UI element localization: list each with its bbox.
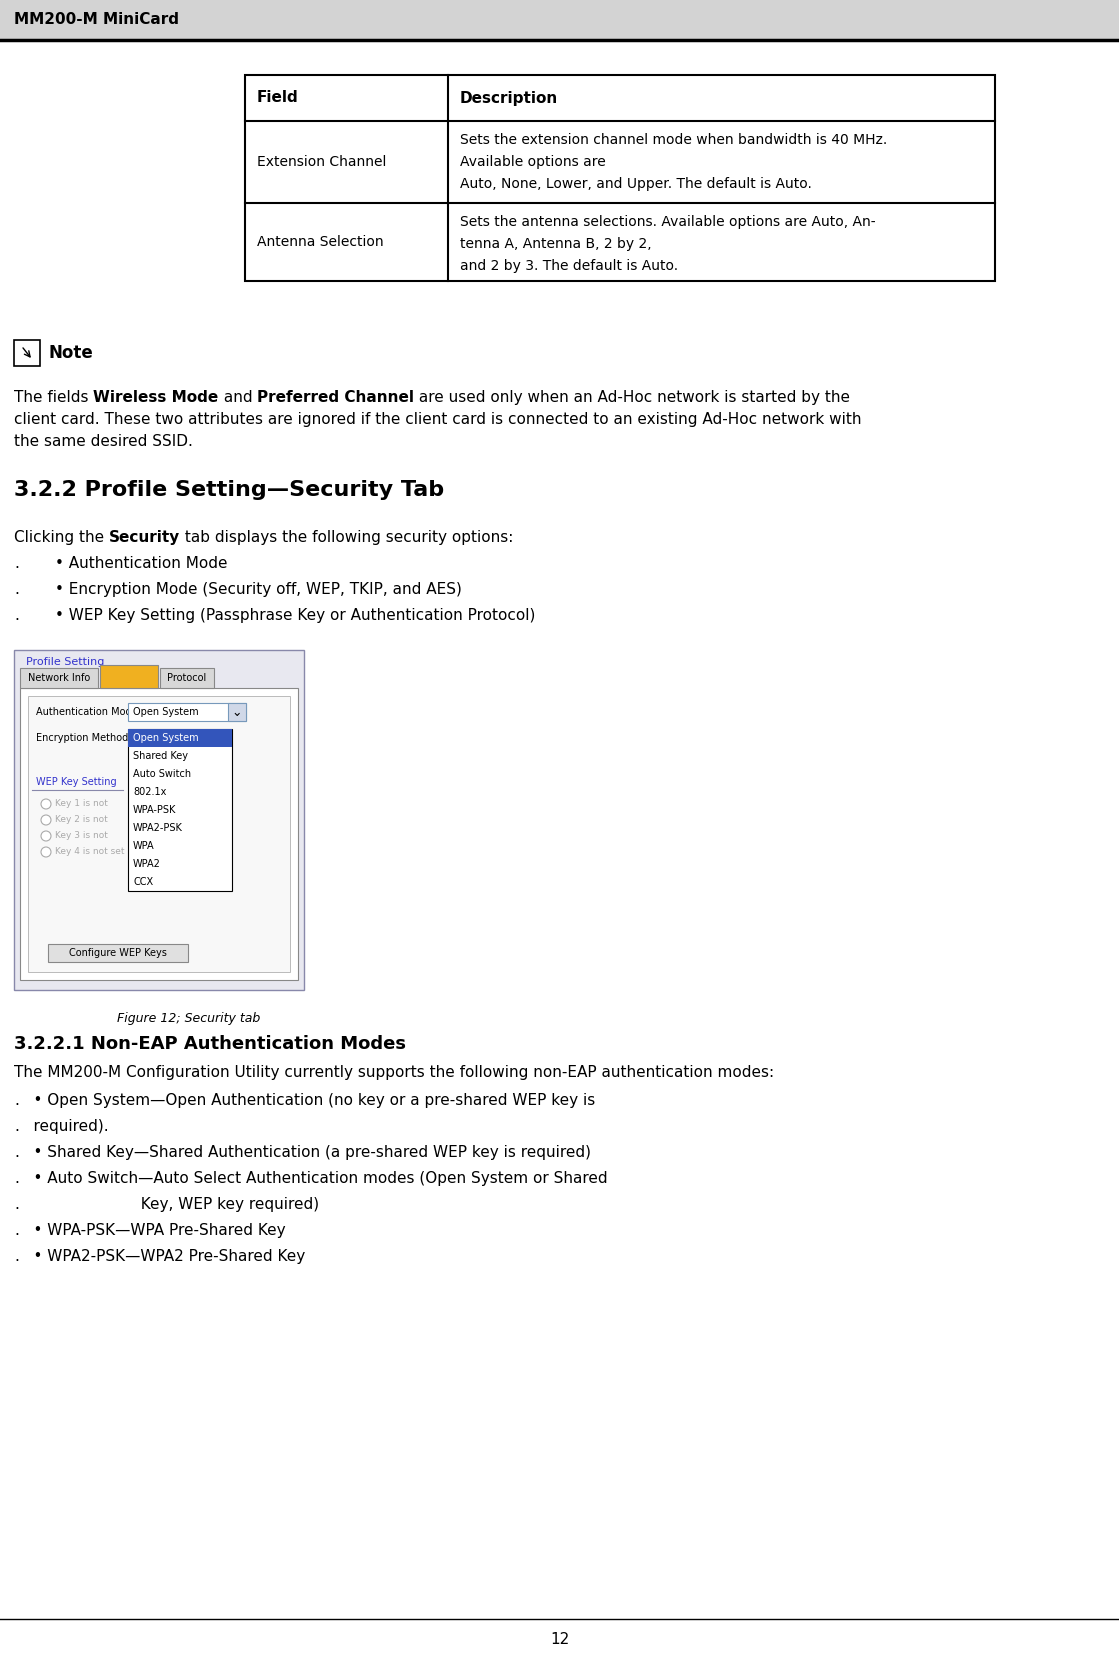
Bar [160,668,214,688]
Text: Key 4 is not set: Key 4 is not set [55,847,124,857]
Text: .: . [15,1093,19,1108]
Bar [128,703,246,721]
Text: WPA2: WPA2 [133,859,161,869]
Text: MM200-M MiniCard: MM200-M MiniCard [15,12,179,27]
Bar [128,729,232,747]
Text: Extension Channel: Extension Channel [257,154,386,169]
Text: • Shared Key—Shared Authentication (a pre-shared WEP key is required): • Shared Key—Shared Authentication (a pr… [15,1144,591,1159]
Text: Key, WEP key required): Key, WEP key required) [15,1198,319,1213]
Bar [20,688,298,980]
Text: Wireless Mode: Wireless Mode [93,390,218,405]
Circle shape [41,847,51,857]
Text: are used only when an Ad-Hoc network is started by the: are used only when an Ad-Hoc network is … [414,390,850,405]
Text: Profile Setting: Profile Setting [26,658,104,668]
Circle shape [41,799,51,809]
Text: required).: required). [15,1120,109,1134]
Text: Key 3 is not: Key 3 is not [55,832,107,840]
Text: Network Info: Network Info [28,673,91,683]
Text: Protocol: Protocol [168,673,207,683]
Bar [228,703,246,721]
Text: • Auto Switch—Auto Select Authentication modes (Open System or Shared: • Auto Switch—Auto Select Authentication… [15,1171,608,1186]
Text: The fields: The fields [15,390,93,405]
Text: .: . [15,608,19,623]
Text: WEP Key Setting: WEP Key Setting [36,777,116,787]
Bar [48,943,188,962]
Bar [28,696,290,972]
Text: WPA-PSK: WPA-PSK [133,806,177,816]
Text: • WEP Key Setting (Passphrase Key or Authentication Protocol): • WEP Key Setting (Passphrase Key or Aut… [55,608,535,623]
Bar [15,649,304,990]
Bar [20,668,98,688]
Text: .: . [15,556,19,571]
Bar [100,664,158,688]
Text: Authentication Mode:: Authentication Mode: [36,708,141,718]
Text: 3.2.2.1 Non-EAP Authentication Modes: 3.2.2.1 Non-EAP Authentication Modes [15,1035,406,1053]
Text: .: . [15,581,19,596]
Text: Key 1 is not: Key 1 is not [55,799,107,809]
Text: Security: Security [109,673,149,683]
Text: Preferred Channel: Preferred Channel [257,390,414,405]
Text: .: . [15,1222,19,1237]
Bar [15,341,40,365]
Text: Clicking the: Clicking the [15,530,109,545]
Text: WPA2-PSK: WPA2-PSK [133,822,182,834]
Text: .: . [15,1144,19,1159]
Text: WPA: WPA [133,840,154,850]
Text: • WPA2-PSK—WPA2 Pre-Shared Key: • WPA2-PSK—WPA2 Pre-Shared Key [15,1249,305,1264]
Text: and: and [218,390,257,405]
Text: Figure 12; Security tab: Figure 12; Security tab [117,1012,261,1025]
Text: Sets the antenna selections. Available options are Auto, An-: Sets the antenna selections. Available o… [460,214,875,229]
Text: Key 2 is not: Key 2 is not [55,816,107,824]
Text: the same desired SSID.: the same desired SSID. [15,434,192,448]
Text: ⌄: ⌄ [232,706,242,719]
Text: .: . [15,1198,19,1213]
Text: Note: Note [48,344,93,362]
Text: • WPA-PSK—WPA Pre-Shared Key: • WPA-PSK—WPA Pre-Shared Key [15,1222,285,1237]
Text: .: . [15,1249,19,1264]
Text: client card. These two attributes are ignored if the client card is connected to: client card. These two attributes are ig… [15,412,862,427]
Text: Open System: Open System [133,733,199,742]
Text: • Encryption Mode (Security off, WEP, TKIP, and AES): • Encryption Mode (Security off, WEP, TK… [55,581,462,596]
Text: 802.1x: 802.1x [133,787,167,797]
Text: 3.2.2 Profile Setting—Security Tab: 3.2.2 Profile Setting—Security Tab [15,480,444,500]
Bar [0,0,1119,38]
Text: Auto, None, Lower, and Upper. The default is Auto.: Auto, None, Lower, and Upper. The defaul… [460,178,811,191]
Text: • Authentication Mode: • Authentication Mode [55,556,227,571]
Text: Configure WEP Keys: Configure WEP Keys [69,948,167,958]
Text: tenna A, Antenna B, 2 by 2,: tenna A, Antenna B, 2 by 2, [460,238,651,251]
Text: and 2 by 3. The default is Auto.: and 2 by 3. The default is Auto. [460,259,678,272]
Text: Available options are: Available options are [460,154,605,169]
Text: Security: Security [109,530,180,545]
Text: The MM200-M Configuration Utility currently supports the following non-EAP authe: The MM200-M Configuration Utility curren… [15,1065,774,1080]
Text: Open System: Open System [133,708,199,718]
Bar [245,75,995,281]
Text: .: . [15,1120,19,1134]
Circle shape [41,816,51,826]
Text: • Open System—Open Authentication (no key or a pre-shared WEP key is: • Open System—Open Authentication (no ke… [15,1093,595,1108]
Bar [128,729,232,890]
Text: .: . [15,1171,19,1186]
Text: tab displays the following security options:: tab displays the following security opti… [180,530,514,545]
Text: Encryption Method:: Encryption Method: [36,733,132,742]
Circle shape [41,830,51,840]
Text: Shared Key: Shared Key [133,751,188,761]
Text: Sets the extension channel mode when bandwidth is 40 MHz.: Sets the extension channel mode when ban… [460,133,886,148]
Text: Antenna Selection: Antenna Selection [257,234,384,249]
Text: Auto Switch: Auto Switch [133,769,191,779]
Text: CCX: CCX [133,877,153,887]
Text: 12: 12 [549,1631,570,1646]
Text: Field: Field [257,90,299,106]
Text: Description: Description [460,90,557,106]
